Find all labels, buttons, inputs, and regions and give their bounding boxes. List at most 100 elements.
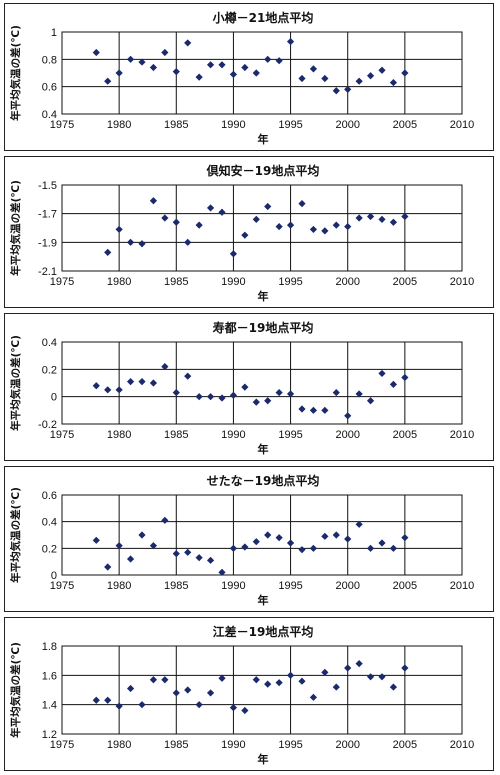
data-point	[286, 221, 295, 229]
data-point	[344, 412, 352, 420]
data-point	[138, 240, 146, 248]
data-point	[389, 683, 398, 691]
data-point	[309, 65, 318, 73]
data-point	[378, 369, 386, 378]
data-point	[149, 379, 158, 387]
data-point	[206, 393, 215, 401]
data-point	[172, 218, 180, 226]
data-point	[206, 689, 215, 697]
data-point	[172, 689, 180, 697]
plot-frame	[61, 184, 463, 272]
chart-title: 寿都－19地点平均	[213, 320, 314, 335]
data-point	[298, 546, 306, 554]
x-tick-label: 1990	[221, 429, 245, 441]
data-point	[206, 204, 215, 212]
y-tick-label: 0.4	[42, 109, 57, 121]
data-point	[309, 406, 318, 414]
x-tick-label: 1980	[107, 580, 131, 592]
x-tick-label: 2000	[335, 276, 359, 288]
y-tick-label: 0.2	[42, 364, 57, 376]
x-tick-label: 1990	[221, 580, 245, 592]
data-point	[161, 516, 169, 524]
data-point	[241, 231, 249, 239]
data-point	[252, 398, 260, 406]
y-tick-label: 0.4	[42, 517, 57, 529]
data-point	[366, 544, 375, 552]
chart-title: 江差－19地点平均	[213, 624, 314, 639]
y-axis-label: 年平均気温の差(℃)	[9, 25, 22, 121]
data-point	[275, 679, 283, 687]
data-point	[332, 531, 340, 539]
y-tick-label: 1.2	[42, 729, 57, 741]
data-point	[286, 539, 295, 547]
data-point	[389, 218, 398, 226]
data-point	[332, 388, 340, 397]
data-point	[92, 696, 100, 704]
x-tick-label: 2000	[335, 429, 359, 441]
x-tick-label: 2005	[393, 119, 417, 131]
data-point	[401, 69, 409, 77]
x-tick-label: 1980	[107, 276, 131, 288]
data-point	[138, 531, 146, 539]
x-tick-label: 2010	[450, 119, 474, 131]
x-tick-label: 1990	[221, 276, 245, 288]
data-point	[264, 680, 272, 688]
x-tick-label: 1985	[164, 276, 188, 288]
chart-title: 倶知安－19地点平均	[206, 163, 320, 178]
data-point	[366, 397, 375, 405]
data-point	[229, 391, 238, 399]
data-point	[366, 673, 375, 681]
data-point	[264, 531, 272, 539]
y-axis-label: 年平均気温の差(℃)	[9, 487, 22, 583]
data-point	[275, 388, 283, 397]
data-point	[104, 563, 112, 571]
data-point	[138, 58, 146, 66]
data-point	[401, 373, 409, 382]
data-point	[378, 539, 386, 547]
data-point	[366, 72, 375, 80]
x-tick-label: 1975	[50, 580, 74, 592]
y-tick-label: 0.2	[42, 543, 57, 555]
data-point	[389, 380, 398, 388]
data-point	[126, 684, 135, 693]
data-point	[275, 534, 283, 542]
data-point	[264, 55, 272, 63]
plot-frame	[61, 494, 463, 576]
x-tick-label: 1995	[278, 580, 302, 592]
x-tick-label: 2010	[450, 580, 474, 592]
x-tick-label: 2000	[335, 119, 359, 131]
data-point	[321, 227, 329, 235]
y-tick-label: -0.2	[38, 419, 57, 431]
x-tick-label: 1995	[278, 429, 302, 441]
data-point	[275, 222, 283, 231]
y-tick-label: -2.1	[38, 266, 57, 278]
data-point	[206, 61, 215, 69]
data-point	[321, 406, 329, 414]
data-point	[115, 386, 123, 394]
data-point	[104, 77, 112, 85]
data-point	[104, 248, 112, 256]
data-point	[378, 673, 386, 681]
data-point	[126, 378, 135, 386]
data-point	[104, 386, 112, 394]
chart-title: 小樽－21地点平均	[213, 10, 314, 25]
data-point	[309, 693, 318, 701]
data-point	[149, 197, 158, 205]
x-tick-label: 1995	[278, 119, 302, 131]
data-point	[195, 554, 203, 562]
x-tick-label: 1985	[164, 739, 188, 751]
data-point	[161, 214, 169, 222]
data-point	[355, 520, 363, 528]
x-tick-label: 1995	[278, 739, 302, 751]
x-tick-label: 2005	[393, 276, 417, 288]
chart-title: せたな－19地点平均	[207, 473, 320, 488]
data-point	[252, 676, 260, 684]
data-point	[184, 372, 192, 380]
x-tick-label: 2000	[335, 739, 359, 751]
plot-frame	[61, 31, 463, 115]
data-point	[355, 77, 363, 85]
data-point	[241, 383, 249, 391]
x-axis-label: 年	[258, 442, 269, 456]
x-axis-label: 年	[258, 593, 269, 607]
data-point	[378, 66, 386, 74]
